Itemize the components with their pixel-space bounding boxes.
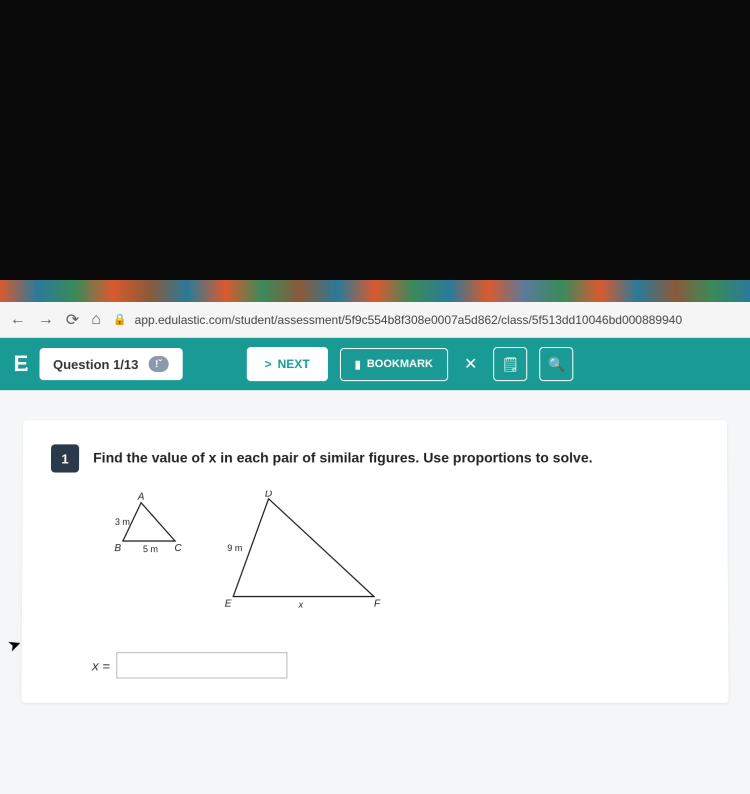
vertex-b-label: B <box>114 543 121 554</box>
lock-icon: 🔒 <box>113 313 127 326</box>
side-bc-label: 5 m <box>143 544 158 554</box>
back-icon[interactable]: ← <box>10 310 26 328</box>
address-bar[interactable]: 🔒 app.edulastic.com/student/assessment/5… <box>113 312 740 326</box>
search-button[interactable]: 🔍 <box>539 347 573 381</box>
close-icon[interactable]: ✕ <box>464 354 477 374</box>
search-icon: 🔍 <box>548 356 566 373</box>
answer-label: x = <box>92 658 110 673</box>
vertex-c-label: C <box>174 543 182 554</box>
side-ab-label: 3 m <box>115 517 130 527</box>
chevron-right-icon: > <box>265 357 272 371</box>
forward-icon[interactable]: → <box>38 310 54 328</box>
vertex-a-label: A <box>137 492 145 503</box>
answer-row: x = <box>50 652 700 678</box>
question-card: 1 Find the value of x in each pair of si… <box>21 420 728 703</box>
question-counter: Question 1/13 <box>53 357 138 372</box>
calculator-icon: 🗒 <box>502 356 520 373</box>
next-label: NEXT <box>278 357 310 371</box>
calculator-button[interactable]: 🗒 <box>493 347 527 381</box>
bookmark-icon: ▮ <box>355 358 361 371</box>
next-button[interactable]: > NEXT <box>247 347 328 381</box>
vertex-e-label: E <box>225 599 232 610</box>
question-selector[interactable]: Question 1/13 !ˇ <box>39 348 183 380</box>
figure-area: A B C 3 m 5 m D E F 9 m x <box>50 491 700 612</box>
bookmark-label: BOOKMARK <box>367 358 433 370</box>
app-header: E• Question 1/13 !ˇ > NEXT ▮ BOOKMARK ✕ … <box>0 338 750 390</box>
browser-toolbar: ← → ⟳ ⌂ 🔒 app.edulastic.com/student/asse… <box>0 302 750 338</box>
bookmark-button[interactable]: ▮ BOOKMARK <box>340 348 448 381</box>
similar-triangles-diagram: A B C 3 m 5 m D E F 9 m x <box>92 491 414 612</box>
side-de-label: 9 m <box>227 543 242 553</box>
answer-input[interactable] <box>116 652 287 678</box>
home-icon[interactable]: ⌂ <box>91 310 101 328</box>
reload-icon[interactable]: ⟳ <box>66 309 80 329</box>
url-text: app.edulastic.com/student/assessment/5f9… <box>135 312 683 326</box>
vertex-d-label: D <box>265 491 272 500</box>
side-ef-label: x <box>298 600 304 610</box>
vertex-f-label: F <box>374 599 381 610</box>
tab-strip <box>0 280 750 302</box>
info-badge-icon: !ˇ <box>148 356 168 372</box>
question-number-badge: 1 <box>51 444 79 472</box>
question-prompt: Find the value of x in each pair of simi… <box>93 444 592 465</box>
browser-window: ← → ⟳ ⌂ 🔒 app.edulastic.com/student/asse… <box>0 280 750 754</box>
app-logo[interactable]: E• <box>13 351 27 377</box>
content-area: 1 Find the value of x in each pair of si… <box>0 390 750 794</box>
